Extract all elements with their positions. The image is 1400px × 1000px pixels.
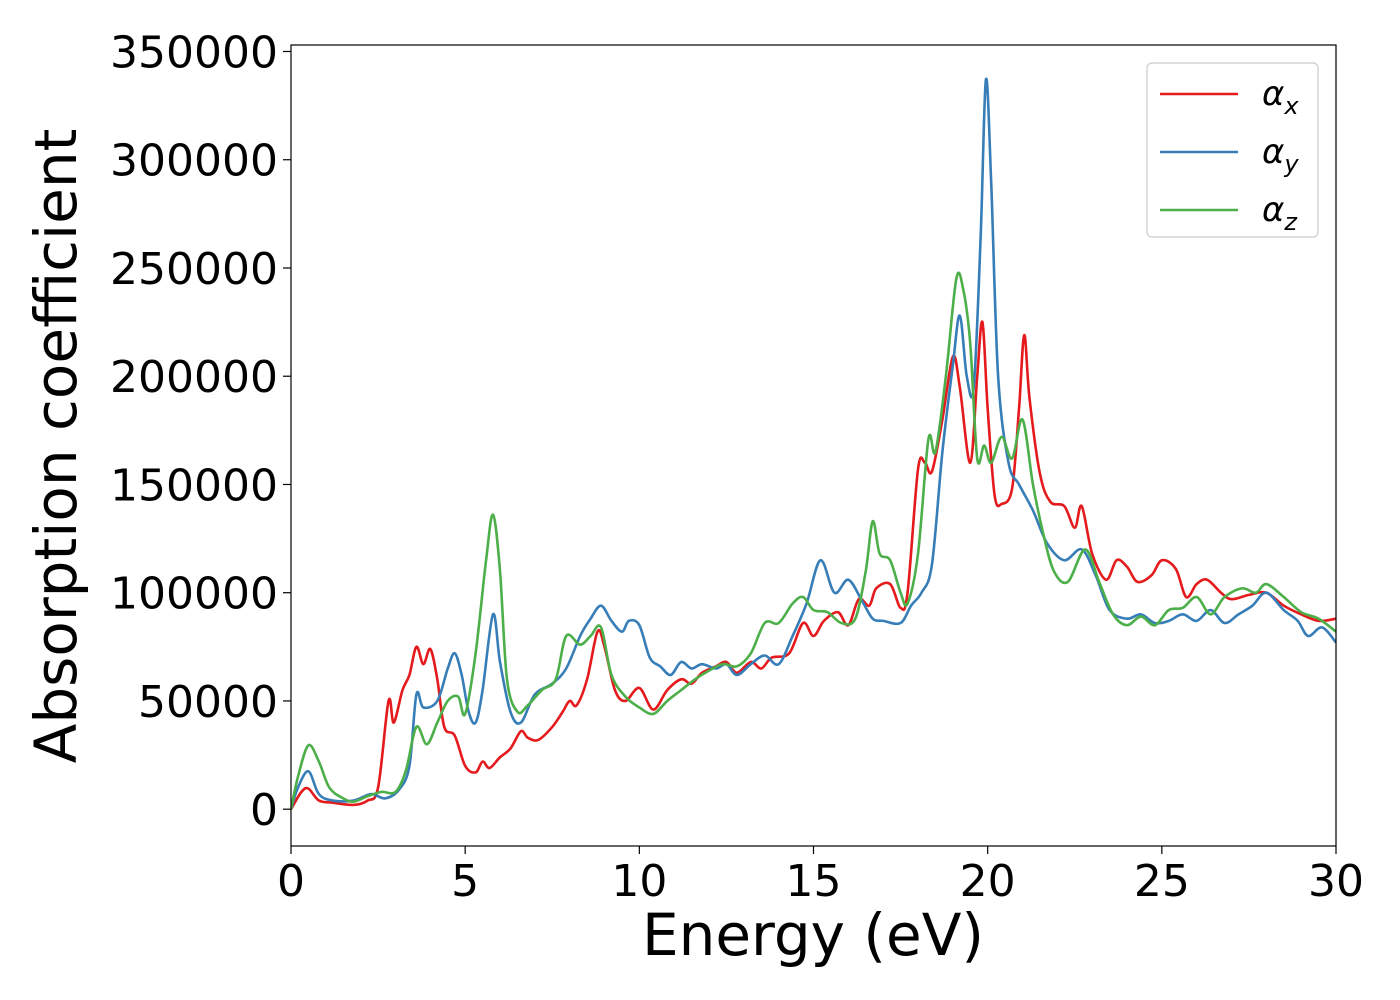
axes-frame: [290, 44, 1337, 847]
x-tick-label: 5: [451, 856, 479, 907]
x-axis-label: Energy (eV): [642, 901, 984, 969]
legend: αx αy αz: [1146, 62, 1319, 238]
x-tick-label: 10: [611, 856, 667, 907]
y-tick-label: 300000: [110, 136, 278, 187]
legend-box: [1146, 62, 1319, 238]
axis-ticks: 0 5 10 15 20 25 30 0 50000 100000 150000 200000 2500…: [110, 27, 1364, 907]
legend-label-alpha-y: αy: [1262, 132, 1299, 178]
series-line-alpha-y: [291, 77, 1336, 810]
x-tick-label: 0: [277, 856, 305, 907]
y-tick-label: 150000: [110, 460, 278, 511]
x-tick-label: 20: [960, 856, 1016, 907]
legend-label-alpha-z: αz: [1262, 190, 1298, 236]
y-tick-label: 250000: [110, 244, 278, 295]
series-line-alpha-x: [291, 320, 1336, 810]
x-tick-label: 25: [1134, 856, 1190, 907]
plot-area: [291, 77, 1336, 810]
x-tick-label: 15: [786, 856, 842, 907]
legend-label-alpha-x: αx: [1262, 74, 1299, 120]
y-tick-label: 0: [250, 785, 278, 836]
y-tick-label: 50000: [138, 677, 278, 728]
x-tick-label: 30: [1308, 856, 1364, 907]
y-axis-label: Absorption coefficient: [22, 129, 90, 764]
y-tick-label: 350000: [110, 27, 278, 78]
series-group: [291, 77, 1336, 810]
y-tick-label: 200000: [110, 352, 278, 403]
series-line-alpha-z: [291, 271, 1336, 810]
y-tick-label: 100000: [110, 569, 278, 620]
